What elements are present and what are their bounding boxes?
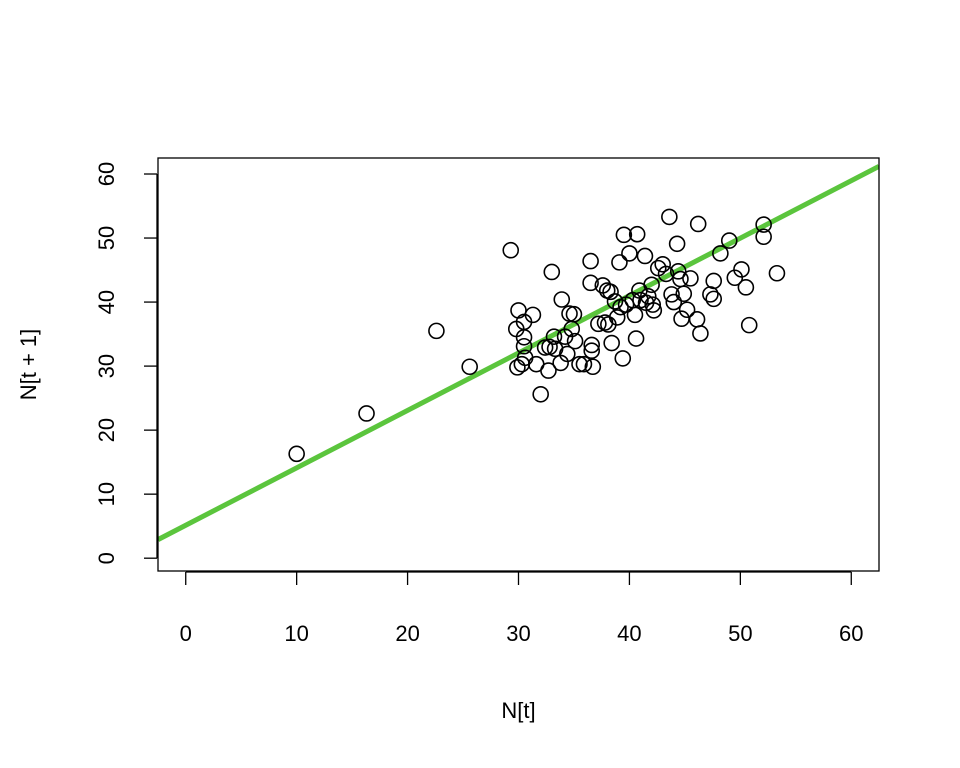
data-point bbox=[590, 315, 607, 333]
data-point bbox=[644, 296, 662, 313]
y-tick-label: 10 bbox=[94, 482, 119, 506]
data-point bbox=[510, 302, 527, 319]
data-point bbox=[682, 270, 699, 287]
data-point bbox=[737, 279, 755, 296]
y-axis: 0 10 20 30 40 50 60 bbox=[94, 162, 158, 564]
data-point bbox=[705, 290, 723, 308]
data-point bbox=[611, 254, 628, 271]
data-point bbox=[582, 252, 599, 270]
data-point bbox=[606, 293, 624, 310]
data-point bbox=[509, 359, 526, 376]
y-axis-title: N[t + 1] bbox=[16, 329, 41, 401]
data-point bbox=[428, 322, 445, 340]
data-point bbox=[515, 337, 533, 355]
data-point bbox=[657, 265, 675, 283]
data-point bbox=[358, 405, 375, 422]
data-point bbox=[543, 263, 561, 281]
data-point bbox=[627, 330, 645, 347]
data-point bbox=[733, 261, 750, 278]
data-point bbox=[663, 286, 680, 303]
data-point bbox=[583, 342, 601, 360]
data-point bbox=[661, 208, 678, 226]
data-point bbox=[645, 302, 663, 319]
y-tick-label: 60 bbox=[94, 162, 119, 186]
data-point bbox=[603, 334, 620, 352]
x-tick-label: 20 bbox=[395, 621, 419, 646]
data-point bbox=[584, 358, 602, 376]
data-point bbox=[621, 245, 638, 262]
data-point bbox=[755, 228, 772, 246]
data-point bbox=[575, 355, 593, 373]
data-point bbox=[628, 225, 646, 243]
data-point bbox=[654, 255, 672, 273]
x-tick-label: 10 bbox=[284, 621, 308, 646]
x-tick-label: 0 bbox=[180, 621, 192, 646]
data-point bbox=[461, 358, 478, 376]
data-point bbox=[566, 332, 584, 350]
data-point bbox=[768, 264, 786, 282]
data-point bbox=[688, 311, 706, 328]
data-point bbox=[665, 293, 683, 311]
data-point bbox=[615, 226, 633, 244]
data-point bbox=[740, 316, 758, 334]
plot-frame bbox=[157, 157, 880, 572]
data-point bbox=[553, 291, 571, 308]
y-tick-label: 50 bbox=[94, 226, 119, 250]
data-point bbox=[639, 288, 657, 305]
data-point bbox=[669, 263, 687, 280]
data-point bbox=[712, 245, 729, 262]
data-point bbox=[515, 328, 533, 346]
y-tick-label: 0 bbox=[94, 552, 119, 564]
data-point bbox=[565, 305, 583, 323]
y-tick-label: 30 bbox=[94, 354, 119, 378]
data-point bbox=[540, 362, 557, 379]
data-point bbox=[614, 350, 632, 367]
data-point bbox=[571, 355, 588, 373]
data-point bbox=[608, 309, 626, 326]
data-point bbox=[668, 235, 686, 253]
data-point bbox=[678, 301, 696, 319]
data-point bbox=[636, 247, 654, 265]
data-point bbox=[673, 310, 690, 328]
data-point bbox=[288, 445, 305, 463]
data-point bbox=[755, 216, 772, 233]
data-point bbox=[720, 232, 738, 249]
data-point bbox=[702, 286, 719, 303]
x-tick-label: 50 bbox=[728, 621, 752, 646]
data-point bbox=[675, 285, 693, 303]
data-point bbox=[705, 272, 723, 290]
points-layer bbox=[288, 208, 786, 463]
data-point bbox=[692, 325, 709, 342]
x-axis: 0 10 20 30 40 50 60 bbox=[180, 571, 864, 646]
data-point bbox=[626, 306, 644, 324]
data-point bbox=[582, 274, 599, 292]
x-tick-label: 30 bbox=[506, 621, 530, 646]
data-point bbox=[532, 385, 549, 403]
data-point bbox=[524, 306, 542, 324]
data-point bbox=[643, 276, 660, 294]
data-point bbox=[689, 215, 707, 233]
y-tick-label: 40 bbox=[94, 290, 119, 314]
data-point bbox=[602, 283, 619, 301]
y-tick-label: 20 bbox=[94, 418, 119, 442]
data-point bbox=[502, 241, 520, 259]
x-axis-title: N[t] bbox=[501, 698, 535, 723]
x-tick-label: 40 bbox=[617, 621, 641, 646]
x-tick-label: 60 bbox=[839, 621, 863, 646]
data-point bbox=[545, 328, 563, 345]
data-point bbox=[583, 336, 601, 354]
data-point bbox=[559, 345, 576, 363]
